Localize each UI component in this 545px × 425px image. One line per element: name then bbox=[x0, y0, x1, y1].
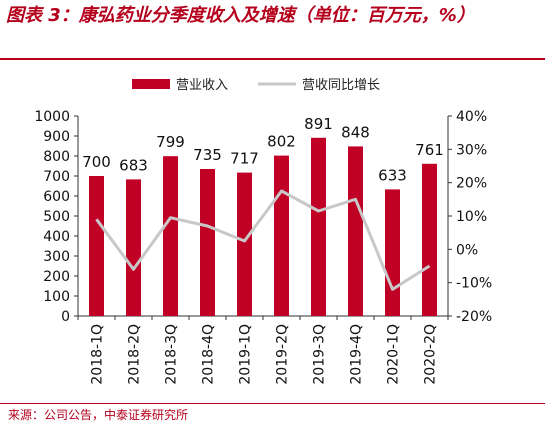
x-tick-label: 2020-1Q bbox=[386, 324, 402, 385]
x-tick-label: 2020-2Q bbox=[423, 324, 439, 385]
x-tick-label: 2019-2Q bbox=[275, 324, 291, 385]
line-series bbox=[95, 189, 431, 291]
legend-swatch-revenue bbox=[132, 79, 170, 89]
y-left-tick-label: 500 bbox=[43, 209, 70, 225]
y-right-tick-label: -20% bbox=[456, 309, 492, 325]
bar-value-label: 848 bbox=[341, 123, 370, 141]
bar bbox=[348, 146, 363, 316]
bar bbox=[311, 137, 326, 316]
bar bbox=[200, 169, 215, 316]
y-left-tick-label: 0 bbox=[61, 309, 70, 325]
bar bbox=[126, 179, 141, 316]
y-right-tick-label: 20% bbox=[456, 176, 487, 192]
chart-legend: 营业收入 营收同比增长 bbox=[132, 78, 380, 93]
x-tick-label: 2019-3Q bbox=[312, 324, 328, 385]
y-right-tick-label: -10% bbox=[456, 276, 492, 292]
y-left-tick-label: 700 bbox=[43, 169, 70, 185]
bar bbox=[237, 172, 252, 316]
y-left-tick-label: 1000 bbox=[34, 109, 70, 125]
bar-value-label: 633 bbox=[378, 166, 407, 184]
y-left-tick-label: 200 bbox=[43, 269, 70, 285]
y-left-tick-label: 800 bbox=[43, 149, 70, 165]
y-left-tick-label: 100 bbox=[43, 289, 70, 305]
y-right-tick-label: 10% bbox=[456, 209, 487, 225]
bar-value-label: 683 bbox=[119, 156, 148, 174]
revenue-growth-chart: 营业收入 营收同比增长 0 100 200 300 400 500 600 700 800 900 1… bbox=[34, 78, 492, 385]
bar bbox=[163, 156, 178, 316]
y-right-tick-label: 0% bbox=[456, 242, 478, 258]
legend-label-growth: 营收同比增长 bbox=[302, 78, 380, 93]
legend-label-revenue: 营业收入 bbox=[176, 78, 228, 93]
bar bbox=[422, 163, 437, 316]
y-left-tick-label: 300 bbox=[43, 249, 70, 265]
bar bbox=[385, 189, 400, 316]
bar-value-label: 891 bbox=[304, 115, 333, 133]
source-divider bbox=[0, 403, 545, 404]
y-right-tick-label: 30% bbox=[456, 142, 487, 158]
y-left-tick-label: 900 bbox=[43, 129, 70, 145]
x-tick-label: 2018-1Q bbox=[90, 324, 106, 385]
bar-value-label: 717 bbox=[230, 150, 259, 168]
x-tick-label: 2018-2Q bbox=[127, 324, 143, 385]
bar-value-label: 761 bbox=[415, 141, 444, 159]
figure-title: 图表 3：康弘药业分季度收入及增速（单位：百万元，%） bbox=[6, 5, 475, 26]
chart-axes: 0 100 200 300 400 500 600 700 800 900 1000 -20% -10%… bbox=[34, 109, 492, 385]
source-note: 来源：公司公告，中泰证券研究所 bbox=[8, 408, 189, 422]
title-divider bbox=[0, 58, 545, 60]
growth-line bbox=[95, 189, 431, 291]
x-tick-label: 2018-3Q bbox=[164, 324, 180, 385]
data-labels: 700 683 799 735 717 802 891 848 633 761 bbox=[82, 115, 444, 185]
bar-value-label: 735 bbox=[193, 146, 222, 164]
x-tick-label: 2019-4Q bbox=[349, 324, 365, 385]
bar-value-label: 700 bbox=[82, 153, 111, 171]
bar bbox=[89, 176, 104, 316]
x-tick-label: 2019-1Q bbox=[238, 324, 254, 385]
x-tick-label: 2018-4Q bbox=[201, 324, 217, 385]
bar-value-label: 802 bbox=[267, 133, 296, 151]
bar bbox=[274, 155, 289, 316]
bar-value-label: 799 bbox=[156, 133, 185, 151]
y-left-tick-label: 600 bbox=[43, 189, 70, 205]
y-left-tick-label: 400 bbox=[43, 229, 70, 245]
y-right-tick-label: 40% bbox=[456, 109, 487, 125]
